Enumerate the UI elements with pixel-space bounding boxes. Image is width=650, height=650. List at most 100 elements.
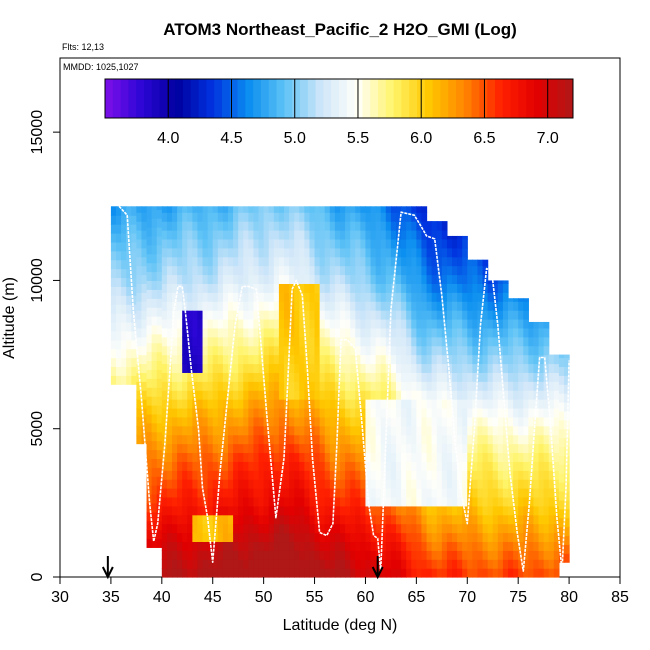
heatmap-cell bbox=[248, 230, 255, 240]
heatmap-cell bbox=[487, 327, 494, 338]
heatmap-cell bbox=[436, 310, 443, 320]
heatmap-cell bbox=[406, 283, 412, 293]
heatmap-cell bbox=[263, 425, 270, 436]
heatmap-cell bbox=[492, 407, 499, 418]
heatmap-cell bbox=[446, 434, 453, 445]
heatmap-cell bbox=[273, 496, 280, 507]
heatmap-cell bbox=[518, 363, 524, 373]
heatmap-cell bbox=[441, 550, 448, 560]
heatmap-cell bbox=[309, 274, 316, 284]
heatmap-cell bbox=[319, 336, 326, 347]
heatmap-cell bbox=[487, 292, 494, 302]
heatmap-cell bbox=[350, 345, 356, 356]
heatmap-cell bbox=[314, 461, 321, 471]
heatmap-cell bbox=[187, 292, 193, 302]
heatmap-cell bbox=[355, 274, 361, 284]
heatmap-cell bbox=[243, 488, 249, 498]
heatmap-cell bbox=[197, 292, 204, 302]
heatmap-cell bbox=[299, 238, 305, 249]
heatmap-cell bbox=[187, 212, 193, 222]
heatmap-cell bbox=[401, 206, 407, 213]
heatmap-cell bbox=[319, 265, 326, 276]
colorbar-segment bbox=[159, 79, 168, 118]
heatmap-cell bbox=[396, 265, 402, 276]
heatmap-cell bbox=[513, 488, 519, 498]
heatmap-cell bbox=[238, 274, 244, 284]
heatmap-cell bbox=[314, 265, 321, 276]
heatmap-cell bbox=[299, 301, 305, 311]
heatmap-cell bbox=[441, 256, 448, 267]
heatmap-cell bbox=[390, 212, 397, 222]
heatmap-cell bbox=[299, 283, 305, 293]
heatmap-cell bbox=[161, 452, 168, 462]
heatmap-cell bbox=[248, 372, 255, 382]
heatmap-cell bbox=[217, 212, 224, 222]
heatmap-cell bbox=[350, 247, 356, 258]
heatmap-cell bbox=[233, 363, 239, 373]
heatmap-cell bbox=[289, 301, 295, 311]
heatmap-cell bbox=[156, 235, 163, 246]
heatmap-cell bbox=[263, 256, 270, 267]
heatmap-cell bbox=[319, 318, 326, 329]
heatmap-cell bbox=[273, 206, 280, 213]
heatmap-cell bbox=[523, 488, 529, 498]
heatmap-cell bbox=[202, 327, 209, 338]
heatmap-cell bbox=[172, 416, 178, 427]
heatmap-cell bbox=[334, 559, 341, 569]
heatmap-cell bbox=[360, 390, 367, 400]
heatmap-cell bbox=[345, 407, 351, 418]
heatmap-cell bbox=[324, 345, 331, 356]
colorbar-segment bbox=[393, 79, 402, 118]
heatmap-cell bbox=[161, 372, 168, 382]
heatmap-cell bbox=[426, 318, 433, 329]
heatmap-cell bbox=[401, 221, 407, 231]
heatmap-cell bbox=[380, 212, 387, 222]
heatmap-cell bbox=[222, 354, 229, 365]
heatmap-cell bbox=[294, 345, 300, 356]
heatmap-cell bbox=[558, 375, 565, 385]
heatmap-cell bbox=[284, 363, 290, 373]
colorbar-frame bbox=[104, 78, 574, 119]
heatmap-cell bbox=[146, 253, 153, 264]
heatmap-cell bbox=[558, 544, 565, 554]
heatmap-cell bbox=[497, 381, 504, 391]
heatmap-cell bbox=[518, 452, 524, 462]
heatmap-cell bbox=[396, 274, 402, 284]
heatmap-cell bbox=[192, 327, 199, 338]
heatmap-cell bbox=[513, 479, 519, 489]
heatmap-cell bbox=[329, 336, 336, 347]
heatmap-cell bbox=[340, 256, 346, 267]
heatmap-cell bbox=[136, 318, 143, 329]
heatmap-cell bbox=[564, 473, 570, 483]
heatmap-cell bbox=[273, 256, 280, 267]
heatmap-cell bbox=[350, 505, 356, 516]
heatmap-cell bbox=[268, 327, 275, 338]
heatmap-cell bbox=[304, 381, 311, 391]
heatmap-cell bbox=[121, 321, 127, 332]
heatmap-cell bbox=[217, 274, 224, 284]
heatmap-cell bbox=[548, 514, 555, 525]
heatmap-cell bbox=[314, 479, 321, 489]
heatmap-cell bbox=[497, 434, 504, 445]
heatmap-cell bbox=[548, 568, 555, 578]
heatmap-cell bbox=[319, 425, 326, 436]
heatmap-cell bbox=[273, 336, 280, 347]
heatmap-cell bbox=[151, 369, 158, 379]
heatmap-cell bbox=[334, 532, 341, 543]
heatmap-cell bbox=[197, 523, 204, 534]
heatmap-cell bbox=[467, 372, 473, 382]
heatmap-cell bbox=[370, 496, 377, 507]
heatmap-cell bbox=[508, 496, 514, 507]
heatmap-cell bbox=[340, 514, 346, 525]
heatmap-cell bbox=[548, 407, 555, 418]
heatmap-cell bbox=[197, 336, 204, 347]
heatmap-cell bbox=[411, 230, 417, 240]
heatmap-cell bbox=[156, 396, 163, 406]
heatmap-cell bbox=[151, 209, 158, 219]
heatmap-cell bbox=[553, 488, 560, 498]
heatmap-cell bbox=[110, 304, 117, 314]
heatmap-cell bbox=[294, 399, 300, 409]
heatmap-cell bbox=[467, 283, 473, 293]
heatmap-cell bbox=[278, 416, 285, 427]
colorbar-segment bbox=[471, 79, 480, 118]
